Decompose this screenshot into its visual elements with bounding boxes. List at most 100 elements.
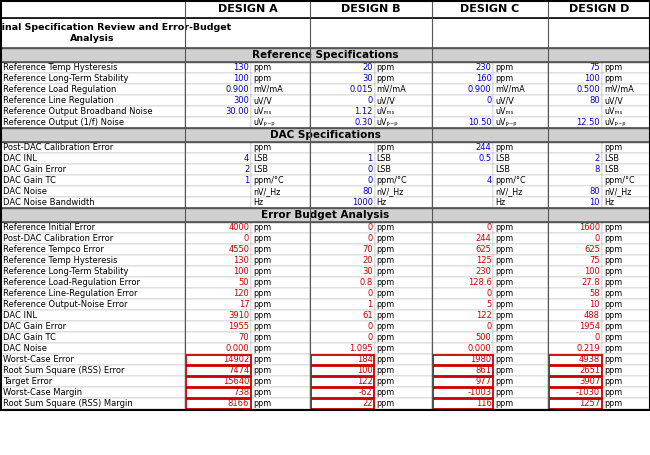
Bar <box>602 354 650 365</box>
Text: uVₚ₋ₚ: uVₚ₋ₚ <box>495 118 517 127</box>
Bar <box>252 117 310 128</box>
Text: 3907: 3907 <box>578 377 600 386</box>
Text: ppm: ppm <box>254 267 272 276</box>
Text: uVₚ₋ₚ: uVₚ₋ₚ <box>254 118 275 127</box>
Bar <box>548 142 602 153</box>
Bar <box>0 142 185 153</box>
Text: 230: 230 <box>476 63 491 72</box>
Bar <box>252 288 310 299</box>
Bar <box>548 288 602 299</box>
Bar <box>548 398 602 409</box>
Bar <box>0 376 185 387</box>
Bar <box>602 84 650 95</box>
Bar <box>310 365 374 376</box>
Bar <box>252 277 310 288</box>
Text: 20: 20 <box>362 63 372 72</box>
Text: 0: 0 <box>367 223 372 232</box>
Bar <box>252 365 310 376</box>
Text: 2: 2 <box>595 154 600 163</box>
Bar <box>602 222 650 233</box>
Bar <box>493 266 548 277</box>
Text: 500: 500 <box>476 333 491 342</box>
Bar <box>374 164 432 175</box>
Text: nV/_Hz: nV/_Hz <box>376 187 404 196</box>
Text: ppm: ppm <box>604 311 622 320</box>
Bar <box>0 365 185 376</box>
Text: ppm: ppm <box>604 355 622 364</box>
Bar <box>374 222 432 233</box>
Text: 1980: 1980 <box>471 355 491 364</box>
Bar <box>602 186 650 197</box>
Bar <box>602 266 650 277</box>
Text: 30.00: 30.00 <box>226 107 249 116</box>
Bar <box>0 310 185 321</box>
Bar <box>0 354 185 365</box>
Text: ppm: ppm <box>254 289 272 298</box>
Bar <box>0 62 185 73</box>
Text: 0: 0 <box>486 96 491 105</box>
Bar <box>432 106 493 117</box>
Bar <box>548 365 602 376</box>
Bar <box>493 197 548 208</box>
Bar <box>432 95 493 106</box>
Text: mV/mA: mV/mA <box>254 85 283 94</box>
Text: ppm: ppm <box>604 399 622 408</box>
Bar <box>252 153 310 164</box>
Text: 4938: 4938 <box>578 355 600 364</box>
Bar <box>374 106 432 117</box>
Text: 5: 5 <box>486 300 491 309</box>
Text: ppm: ppm <box>495 311 514 320</box>
Bar <box>252 84 310 95</box>
Text: ppm: ppm <box>376 278 395 287</box>
Bar <box>185 106 252 117</box>
Text: DAC INL: DAC INL <box>3 154 37 163</box>
Bar <box>310 332 374 343</box>
Bar <box>185 175 252 186</box>
Bar <box>549 365 601 375</box>
Text: 0: 0 <box>367 176 372 185</box>
Bar <box>185 365 252 376</box>
Text: DAC Gain TC: DAC Gain TC <box>3 333 56 342</box>
Text: ppm: ppm <box>604 234 622 243</box>
Bar <box>602 164 650 175</box>
Text: ppm/°C: ppm/°C <box>604 176 634 185</box>
Text: ppm: ppm <box>254 278 272 287</box>
Bar <box>493 343 548 354</box>
Bar <box>493 321 548 332</box>
Text: 0: 0 <box>486 223 491 232</box>
Text: 8166: 8166 <box>228 399 249 408</box>
Bar <box>432 0 548 18</box>
Text: ppm: ppm <box>376 344 395 353</box>
Bar <box>374 117 432 128</box>
Bar <box>310 142 374 153</box>
Text: uVₚ₋ₚ: uVₚ₋ₚ <box>604 118 626 127</box>
Bar <box>310 175 374 186</box>
Text: LSB: LSB <box>254 154 268 163</box>
Text: ppm: ppm <box>604 63 622 72</box>
Bar <box>252 62 310 73</box>
Text: 244: 244 <box>476 143 491 152</box>
Text: 1257: 1257 <box>579 399 600 408</box>
Text: 0: 0 <box>486 289 491 298</box>
Bar <box>374 73 432 84</box>
Text: uVₚ₋ₚ: uVₚ₋ₚ <box>376 118 398 127</box>
Text: Post-DAC Calibration Error: Post-DAC Calibration Error <box>3 234 113 243</box>
Text: 14902: 14902 <box>223 355 249 364</box>
Text: LSB: LSB <box>604 154 619 163</box>
Text: LSB: LSB <box>254 165 268 174</box>
Bar <box>374 321 432 332</box>
Bar <box>493 95 548 106</box>
Text: 125: 125 <box>476 256 491 265</box>
Text: ppm: ppm <box>376 311 395 320</box>
Text: 100: 100 <box>233 267 249 276</box>
Text: ppm: ppm <box>254 63 272 72</box>
Text: LSB: LSB <box>495 165 510 174</box>
Bar <box>0 398 185 409</box>
Bar <box>310 277 374 288</box>
Text: DAC Noise: DAC Noise <box>3 187 47 196</box>
Text: DAC Gain Error: DAC Gain Error <box>3 165 66 174</box>
Bar <box>252 95 310 106</box>
Text: 8: 8 <box>595 165 600 174</box>
Text: 1600: 1600 <box>579 223 600 232</box>
Bar <box>185 197 252 208</box>
